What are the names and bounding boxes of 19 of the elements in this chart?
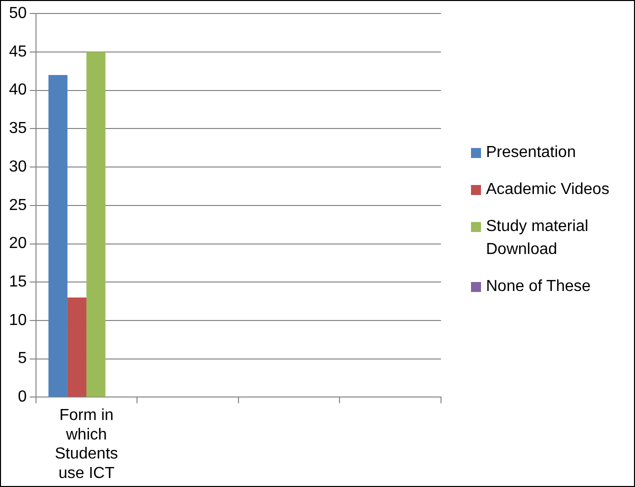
y-tick-label: 15	[9, 274, 27, 291]
y-tick-label: 5	[18, 350, 27, 368]
bar	[86, 52, 106, 397]
y-tick-label: 45	[9, 43, 27, 60]
bar	[48, 74, 68, 397]
y-tick-label: 35	[9, 120, 27, 138]
bar	[67, 297, 86, 397]
y-tick-label: 20	[9, 235, 27, 252]
y-tick-label: 25	[9, 196, 27, 214]
x-tick-label: Form in which Students use ICT	[54, 407, 118, 482]
legend-label: None of These	[486, 277, 591, 297]
y-tick-label: 0	[18, 388, 27, 406]
y-tick-label: 30	[9, 158, 27, 176]
y-tick-label: 10	[9, 312, 27, 329]
y-tick-label: 40	[9, 82, 27, 99]
legend-label: Presentation	[486, 143, 576, 163]
legend-label: Study material Download	[486, 217, 590, 260]
legend-label: Academic Videos	[486, 180, 610, 200]
y-tick-label: 50	[9, 5, 27, 22]
